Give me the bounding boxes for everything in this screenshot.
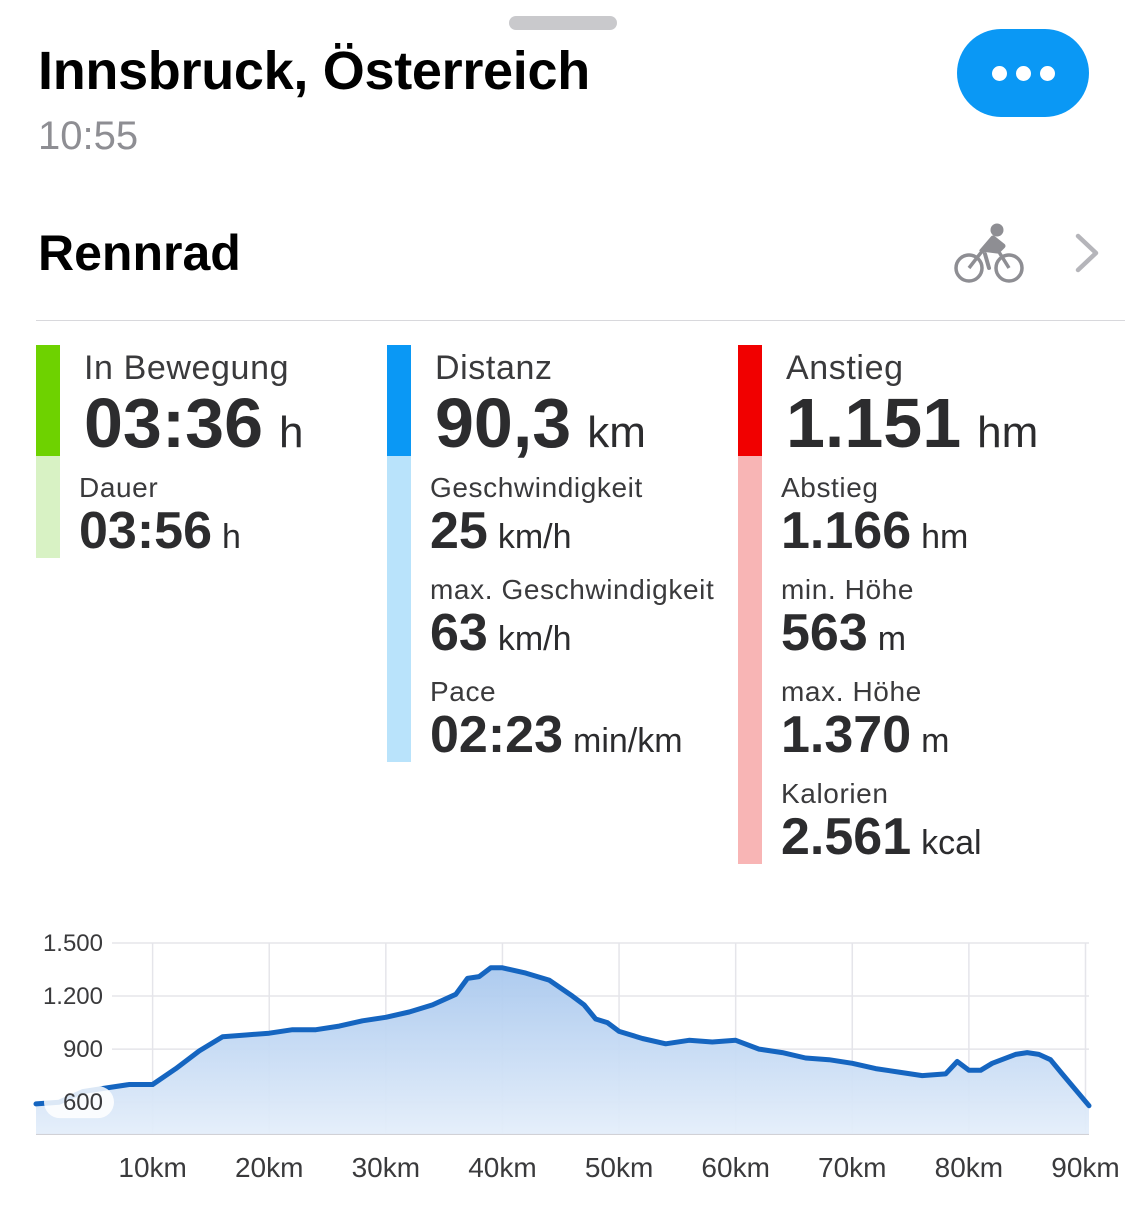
y-tick-label-bg [44,1086,114,1119]
y-tick-label: 600 [63,1089,103,1116]
elevation-line [33,965,1092,1109]
calories-stat: Kalorien 2.561 kcal [781,778,982,867]
speed-stat: Geschwindigkeit 25 km/h [430,472,643,561]
x-tick-label: 70km [818,1152,886,1183]
chevron-right-icon[interactable] [1072,232,1102,274]
sheet-grabber[interactable] [509,16,617,30]
min-elevation-value: 563 [781,604,868,662]
max-elevation-stat: max. Höhe 1.370 m [781,676,950,765]
ellipsis-icon [991,65,1007,81]
x-tick-label: 80km [935,1152,1003,1183]
moving-time-stat: In Bewegung 03:36 h [84,349,304,462]
x-tick-label: 20km [235,1152,303,1183]
speed-bar [387,456,411,762]
activity-type: Rennrad [38,225,241,281]
pace-value: 02:23 [430,706,563,764]
ascent-bar [738,345,762,456]
y-tick-label: 1.500 [43,930,103,957]
x-tick-label: 90km [1051,1152,1119,1183]
speed-value: 25 [430,502,488,560]
max-speed-value: 63 [430,604,488,662]
x-tick-label: 50km [585,1152,653,1183]
duration-stat: Dauer 03:56 h [79,472,241,561]
moving-time-value: 03:36 [84,384,264,462]
x-tick-label: 30km [352,1152,420,1183]
elevation-area [36,967,1089,1134]
descent-stat: Abstieg 1.166 hm [781,472,969,561]
elevation-profile-chart[interactable]: 600 900 1.200 1.500 10km 20km 30km 40km 50km 60km… [0,900,1125,1220]
min-elevation-stat: min. Höhe 563 m [781,574,915,663]
max-speed-stat: max. Geschwindigkeit 63 km/h [430,574,715,663]
y-tick-label: 1.200 [43,983,103,1010]
moving-bar [36,345,60,456]
x-tick-label: 60km [701,1152,769,1183]
road-bike-icon[interactable] [953,222,1025,284]
x-tick-label: 40km [468,1152,536,1183]
ascent-stat: Anstieg 1.151 hm [786,349,1039,462]
elevation-bar [738,456,762,864]
section-divider [36,320,1125,321]
pace-stat: Pace 02:23 min/km [430,676,683,765]
location-title: Innsbruck, Österreich [38,41,590,101]
descent-value: 1.166 [781,502,912,560]
duration-bar [36,456,60,558]
duration-value: 03:56 [79,502,212,560]
ascent-value: 1.151 [786,384,962,462]
start-time: 10:55 [38,114,139,158]
max-elevation-value: 1.370 [781,706,912,764]
more-options-button[interactable] [957,29,1089,117]
calories-value: 2.561 [781,808,912,866]
y-tick-label: 900 [63,1036,103,1063]
distance-value: 90,3 [435,384,572,462]
distance-stat: Distanz 90,3 km [435,349,646,462]
distance-bar [387,345,411,456]
x-tick-label: 10km [118,1152,186,1183]
